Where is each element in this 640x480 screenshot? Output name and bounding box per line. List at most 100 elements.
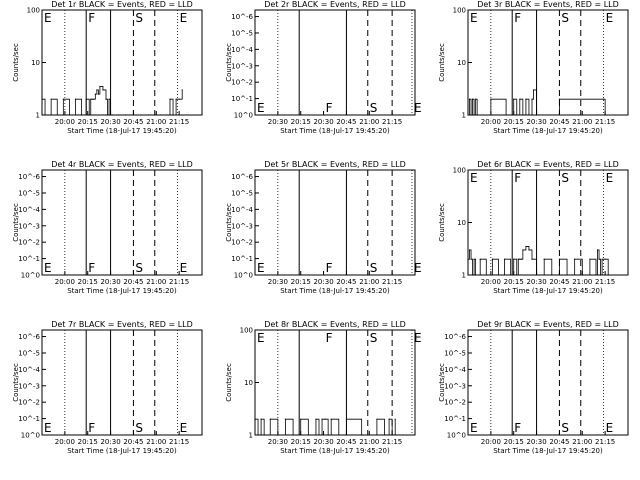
data-point — [558, 98, 561, 100]
segment-marker-f: F — [88, 261, 95, 275]
x-tick-label: 20:15 — [78, 118, 98, 126]
y-axis-label: Counts/sec — [12, 203, 20, 242]
plot-frame — [254, 169, 416, 276]
x-tick-label: 21:15 — [595, 438, 615, 446]
x-axis-label: Start Time (18-Jul-17 19:45:20) — [67, 447, 177, 455]
data-point — [516, 274, 518, 276]
data-point — [475, 98, 477, 100]
segment-marker-s: S — [135, 261, 143, 275]
y-tick-label: 10 — [244, 379, 253, 387]
data-point — [269, 418, 271, 420]
y-axis-label: Counts/sec — [438, 363, 446, 402]
data-point — [595, 274, 597, 276]
x-tick-label: 20:00 — [55, 278, 75, 286]
y-tick-label: 10^0 — [21, 432, 40, 440]
y-tick-label: 100 — [27, 7, 40, 15]
data-point — [132, 114, 135, 116]
chart-3: Det 3r BLACK = Events, RED = LLD E F S E 1 10 1… — [438, 0, 629, 135]
data-point — [574, 258, 576, 260]
data-point — [479, 258, 481, 260]
segment-marker-f: F — [326, 261, 333, 275]
chart-5: Det 5r BLACK = Events, RED = LLD E F S E 10^0… — [225, 160, 422, 295]
chart-title: Det 5r BLACK = Events, RED = LLD — [264, 160, 406, 169]
data-point — [140, 114, 142, 116]
x-tick-label: 21:00 — [359, 278, 379, 286]
y-tick-label: 10^-4 — [231, 46, 253, 54]
y-tick-label: 10 — [457, 59, 466, 67]
data-point — [109, 114, 112, 116]
y-tick-label: 10^-3 — [231, 222, 253, 230]
events-series — [255, 418, 396, 436]
y-tick-label: 10^0 — [234, 112, 253, 120]
x-tick-label: 20:45 — [336, 118, 356, 126]
segment-marker-s: S — [370, 261, 378, 275]
data-point — [475, 274, 477, 276]
data-point — [345, 418, 348, 420]
data-point — [503, 258, 506, 260]
x-tick-label: 20:30 — [313, 278, 333, 286]
plot-frame — [254, 9, 416, 116]
x-tick-label: 20:30 — [313, 118, 333, 126]
segment-marker-s: S — [561, 421, 569, 435]
x-tick-label: 21:00 — [572, 438, 592, 446]
data-point — [532, 89, 535, 91]
y-tick-label: 10^0 — [447, 432, 466, 440]
data-point — [535, 274, 538, 276]
data-point — [470, 258, 472, 260]
data-point — [169, 98, 171, 100]
data-point — [490, 98, 492, 100]
segment-marker-e: E — [470, 11, 478, 25]
chart-title: Det 3r BLACK = Events, RED = LLD — [477, 0, 619, 9]
plot-frame — [41, 329, 203, 436]
chart-title: Det 1r BLACK = Events, RED = LLD — [51, 0, 193, 9]
x-tick-label: 20:45 — [336, 438, 356, 446]
data-point — [88, 114, 90, 116]
data-point — [338, 434, 340, 436]
chart-2: Det 2r BLACK = Events, RED = LLD E F S E 10^0… — [225, 0, 422, 135]
segment-marker-e: E — [44, 11, 52, 25]
segment-marker-e: E — [257, 331, 265, 345]
x-axis-label: Start Time (18-Jul-17 19:45:20) — [493, 447, 603, 455]
y-tick-label: 10^-4 — [18, 206, 40, 214]
x-tick-label: 20:15 — [78, 278, 98, 286]
y-tick-label: 10^-6 — [18, 333, 40, 341]
x-tick-label: 20:45 — [123, 438, 143, 446]
data-point — [505, 114, 507, 116]
x-tick-label: 21:00 — [146, 278, 166, 286]
x-tick-label: 20:45 — [549, 438, 569, 446]
data-point — [551, 274, 553, 276]
data-point — [263, 434, 265, 436]
segment-marker-f: F — [326, 101, 333, 115]
segment-marker-e: E — [606, 171, 614, 185]
data-point — [531, 98, 533, 100]
data-point — [513, 98, 515, 100]
data-point — [476, 114, 478, 116]
data-point — [601, 258, 603, 260]
data-point — [520, 258, 522, 260]
data-point — [391, 434, 393, 436]
y-tick-label: 10^-2 — [18, 399, 40, 407]
segment-marker-s: S — [370, 101, 378, 115]
data-point — [517, 258, 519, 260]
x-tick-label: 21:00 — [146, 438, 166, 446]
y-tick-label: 10^-3 — [231, 62, 253, 70]
y-tick-label: 10^-5 — [18, 349, 40, 357]
y-tick-label: 10^-1 — [444, 415, 466, 423]
y-tick-label: 10^-5 — [231, 29, 253, 37]
y-tick-label: 10^-3 — [18, 382, 40, 390]
data-point — [531, 258, 533, 260]
data-point — [254, 418, 256, 420]
y-tick-label: 1 — [36, 112, 40, 120]
chart-9: Det 9r BLACK = Events, RED = LLD E F S E 10^0… — [438, 320, 629, 455]
y-tick-label: 10^-6 — [444, 333, 466, 341]
data-point — [62, 98, 64, 100]
data-point — [528, 249, 530, 251]
data-point — [596, 249, 599, 251]
segment-marker-e: E — [414, 261, 422, 275]
x-axis-label: Start Time (18-Jul-17 19:45:20) — [493, 127, 603, 135]
chart-4: Det 4r BLACK = Events, RED = LLD E F S E 10^0… — [12, 160, 203, 295]
x-tick-label: 21:15 — [382, 278, 402, 286]
data-point — [604, 114, 606, 116]
x-tick-label: 20:30 — [100, 118, 120, 126]
y-tick-label: 10^-3 — [18, 222, 40, 230]
